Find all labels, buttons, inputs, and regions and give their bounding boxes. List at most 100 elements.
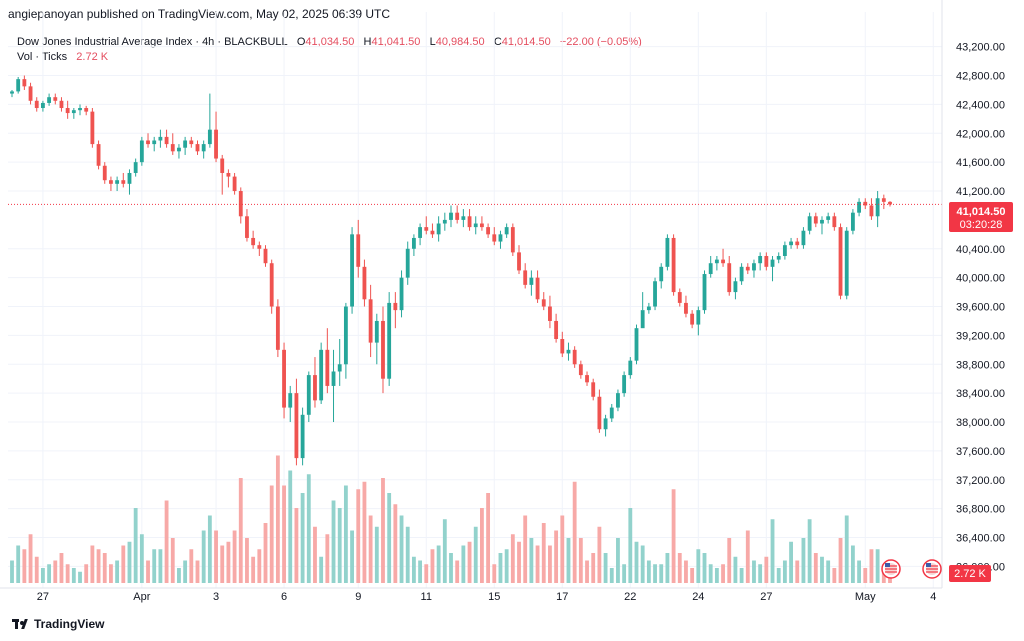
us-flag-icon[interactable] [922,559,942,579]
candlestick [888,201,892,207]
volume-bar [708,564,713,583]
price-tick-label: 36,400.00 [956,533,1005,545]
volume-bar [399,515,404,583]
candle-body [634,328,639,361]
volume-bar [646,560,651,583]
volume-bar [597,526,602,583]
candle-body [826,216,831,220]
tradingview-footer[interactable]: TradingView [12,617,104,631]
candlestick [381,306,385,394]
candle-body [325,349,330,386]
candle-body [405,248,410,278]
candlestick [331,349,336,423]
volume-bar [535,545,540,583]
candle-body [424,227,429,231]
candlestick [721,248,725,267]
candle-body [708,263,713,275]
volume-bar [436,545,441,583]
candle-body [251,237,256,246]
volume-bar [300,493,305,583]
candle-body [560,339,565,354]
time-tick-label: 11 [421,591,432,603]
volume-badge: 2.72 K [949,565,991,582]
candlestick [436,216,441,242]
candle-body [40,102,45,109]
volume-bar [232,530,237,583]
volume-bar [875,549,880,583]
time-tick-label: 4 [930,591,936,603]
candle-body [90,111,95,145]
candle-body [529,277,534,285]
volume-bar [702,553,707,583]
volume-bar [282,485,286,583]
candlestick [541,292,546,311]
candlesticks [10,75,892,466]
candlestick [498,230,503,249]
candlestick [238,187,243,224]
candlestick [881,194,886,210]
candle-body [578,364,583,376]
candle-body [844,230,849,296]
candle-body [170,144,175,152]
volume-label[interactable]: Vol · Ticks [17,51,68,63]
candlestick [368,284,373,358]
volume-bar [115,560,120,583]
candlestick [28,82,33,105]
candlestick [16,76,21,94]
high-label: H [363,36,372,48]
volume-legend: Vol · Ticks 2.72 K [17,51,108,63]
volume-bar [40,568,45,583]
volume-bar [319,556,324,583]
candlestick [517,245,521,275]
grid-lines [8,12,942,588]
candle-body [473,223,478,228]
price-tick-label: 37,200.00 [956,475,1005,487]
candlestick [115,176,120,192]
candlestick [220,154,225,195]
candlestick [789,237,793,249]
candle-body [622,375,627,394]
volume-bar [696,549,701,583]
candlestick [257,241,262,256]
candlestick [195,140,200,155]
candlestick [442,212,447,231]
volume-bar [430,549,435,583]
candlestick [263,245,268,267]
volume-bar [578,538,583,583]
volume-bar [739,568,744,583]
candlestick [84,105,89,116]
candlestick [684,295,688,318]
volume-bar [214,530,218,583]
us-flag-icon[interactable] [881,559,901,579]
candle-body [603,418,608,430]
candle-body [96,144,101,166]
candlestick [591,378,596,401]
volume-bar [492,564,497,583]
volume-bar [782,560,787,583]
low-label: L [429,36,436,48]
candlestick [362,259,367,307]
candle-body [795,241,800,246]
candlestick [405,241,410,285]
candlestick [745,263,750,275]
candle-body [727,263,732,293]
candlestick [597,389,602,433]
candle-body [721,259,725,264]
volume-bar [455,560,460,583]
candle-body [523,270,528,285]
volume-bar [22,549,27,583]
volume-bar [269,485,274,583]
candlestick [826,212,831,224]
candlestick [189,136,194,148]
symbol-title[interactable]: Dow Jones Industrial Average Index · 4h … [17,36,288,48]
candle-body [356,234,361,267]
candle-body [733,281,738,293]
time-tick-label: 9 [355,591,361,603]
candle-body [653,281,657,307]
candlestick [350,227,354,314]
candlestick [863,198,868,210]
candle-body [257,245,262,249]
candlestick [139,136,144,166]
candle-body [232,176,237,192]
